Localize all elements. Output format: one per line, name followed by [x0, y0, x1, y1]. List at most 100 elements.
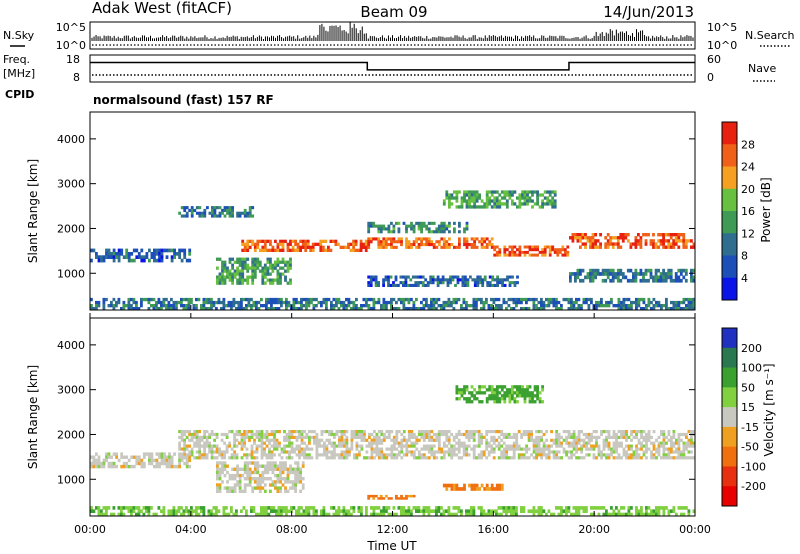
range-cell: [480, 243, 484, 247]
range-cell: [307, 297, 311, 302]
range-cell: [205, 444, 209, 448]
range-cell: [466, 283, 470, 287]
range-cell: [649, 275, 653, 280]
range-cell: [323, 450, 326, 454]
range-cell: [547, 447, 551, 451]
range-cell: [417, 224, 421, 228]
range-cell: [369, 283, 373, 287]
range-cell: [255, 300, 258, 305]
range-cell: [662, 450, 666, 454]
range-cell: [208, 432, 211, 437]
range-cell: [523, 190, 527, 194]
range-cell: [687, 456, 691, 460]
range-cell: [280, 506, 283, 510]
range-cell: [127, 297, 131, 302]
range-cell: [97, 300, 101, 305]
range-cell: [612, 509, 616, 513]
range-cell: [200, 438, 204, 442]
range-cell: [498, 391, 502, 395]
range-cell: [525, 456, 528, 460]
range-cell: [112, 512, 116, 517]
range-cell: [536, 196, 539, 200]
range-cell: [250, 297, 253, 302]
range-cell: [642, 444, 646, 448]
range-cell: [478, 385, 481, 389]
range-cell: [307, 506, 311, 510]
range-cell: [390, 444, 394, 448]
range-cell: [246, 470, 250, 475]
range-cell: [260, 432, 264, 437]
range-cell: [467, 430, 471, 434]
range-cell: [271, 483, 275, 487]
range-cell: [611, 268, 615, 273]
range-cell: [193, 456, 196, 460]
range-cell: [293, 430, 296, 434]
range-cell: [256, 486, 260, 490]
range-cell: [420, 237, 423, 241]
range-cell: [167, 509, 171, 513]
range-cell: [226, 275, 229, 279]
range-cell: [490, 435, 494, 439]
range-cell: [677, 245, 681, 249]
range-cell: [275, 509, 278, 513]
range-cell: [270, 307, 273, 311]
range-cell: [606, 239, 610, 243]
range-cell: [458, 245, 461, 249]
range-cell: [550, 430, 553, 434]
range-cell: [292, 506, 296, 510]
range-cell: [372, 237, 376, 241]
range-cell: [211, 214, 214, 218]
range-cell: [400, 297, 403, 302]
range-cell: [478, 278, 482, 282]
range-cell: [637, 272, 640, 276]
range-cell: [477, 456, 481, 460]
range-cell: [582, 438, 586, 442]
range-cell: [670, 307, 673, 311]
range-cell: [400, 494, 403, 498]
range-cell: [412, 456, 416, 460]
range-cell: [252, 509, 256, 513]
range-cell: [464, 278, 467, 282]
range-cell: [503, 250, 507, 254]
range-cell: [615, 450, 618, 454]
range-cell: [385, 447, 389, 451]
range-cell: [592, 506, 596, 510]
range-cell: [100, 509, 103, 513]
range-cell: [296, 467, 300, 471]
range-cell: [265, 509, 268, 513]
range-cell: [535, 297, 538, 302]
range-cell: [320, 509, 323, 513]
range-cell: [586, 239, 590, 243]
range-cell: [415, 307, 418, 311]
range-cell: [289, 248, 292, 252]
range-cell: [492, 456, 496, 460]
range-cell: [476, 283, 480, 287]
range-cell: [532, 307, 536, 311]
range-cell: [500, 432, 504, 437]
range-cell: [503, 253, 507, 257]
range-cell: [402, 283, 405, 287]
range-cell: [395, 432, 399, 437]
range-cell: [330, 432, 334, 437]
range-cell: [527, 435, 531, 439]
range-cell: [175, 307, 178, 311]
range-cell: [585, 432, 588, 437]
range-cell: [328, 432, 331, 437]
range-cell: [265, 297, 268, 302]
range-cell: [400, 447, 404, 451]
range-cell: [228, 456, 231, 460]
range-cell: [248, 430, 251, 434]
range-cell: [228, 257, 232, 261]
range-cell: [385, 435, 389, 439]
range-cell: [395, 300, 398, 305]
range-cell: [160, 455, 164, 459]
range-cell: [498, 400, 502, 404]
range-cell: [473, 483, 476, 488]
range-cell: [330, 450, 334, 454]
range-cell: [422, 509, 426, 513]
range-cell: [235, 512, 238, 517]
range-cell: [617, 307, 621, 311]
range-cell: [251, 486, 255, 490]
range-cell: [343, 456, 346, 460]
range-cell: [420, 432, 424, 437]
